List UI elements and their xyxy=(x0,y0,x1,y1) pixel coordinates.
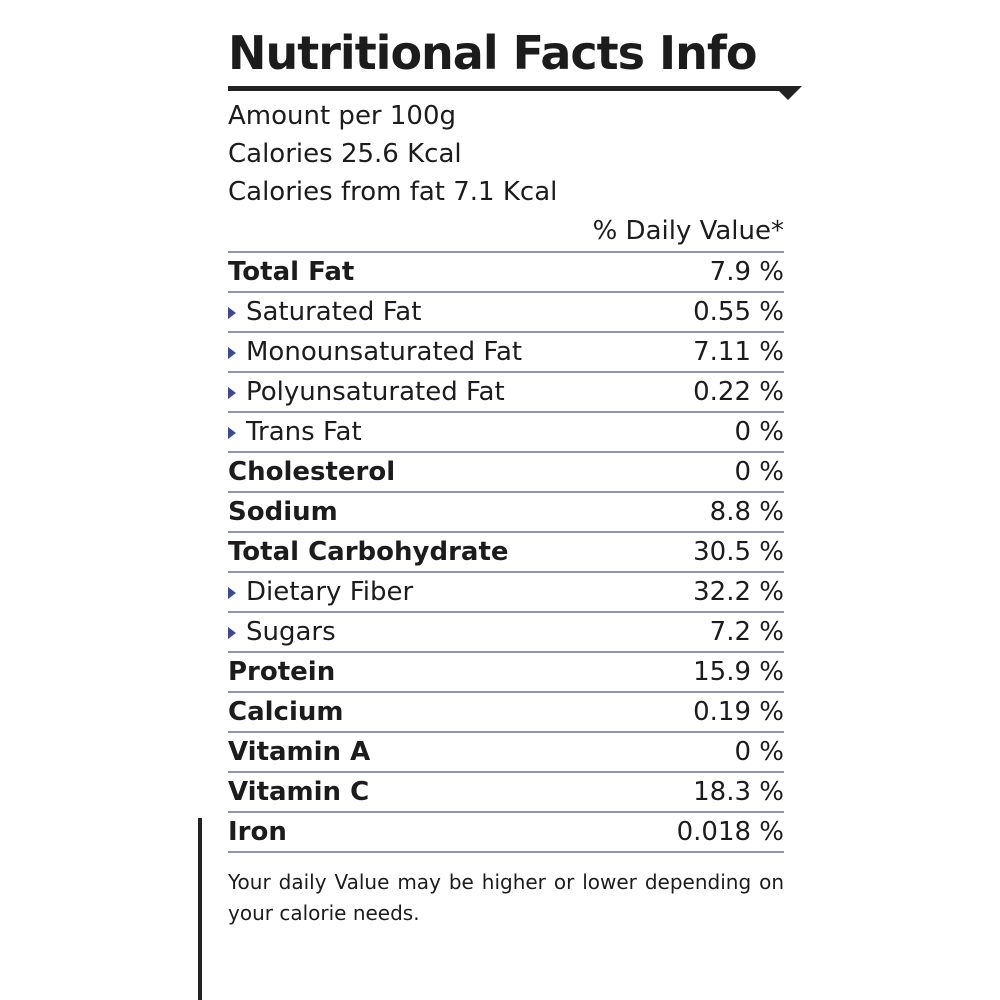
nutrient-name: Dietary Fiber xyxy=(228,573,413,611)
daily-value: 0.55 % xyxy=(693,297,784,327)
sub-row: Dietary Fiber 32.2 % xyxy=(228,573,784,613)
nutrition-label: Nutritional Facts Info Amount per 100g Ca… xyxy=(228,22,802,929)
nutrient-name: Calcium xyxy=(228,697,344,727)
sub-row: Polyunsaturated Fat 0.22 % xyxy=(228,373,784,413)
row: Vitamin A 0 % xyxy=(228,733,784,773)
nutrient-name: Total Carbohydrate xyxy=(228,537,509,567)
nutrient-name: Cholesterol xyxy=(228,457,396,487)
title-rule xyxy=(228,86,802,100)
daily-value: 15.9 % xyxy=(693,657,784,687)
daily-value: 7.11 % xyxy=(693,337,784,367)
sub-row: Trans Fat 0 % xyxy=(228,413,784,453)
daily-value: 0.19 % xyxy=(693,697,784,727)
sub-row: Saturated Fat 0.55 % xyxy=(228,293,784,333)
row: Calcium 0.19 % xyxy=(228,693,784,733)
daily-value: 0 % xyxy=(734,737,784,767)
column-header: % Daily Value* xyxy=(228,211,784,253)
daily-value: 7.2 % xyxy=(709,617,784,647)
row: Protein 15.9 % xyxy=(228,653,784,693)
row: Vitamin C 18.3 % xyxy=(228,773,784,813)
daily-value: 0.22 % xyxy=(693,377,784,407)
daily-value: 7.9 % xyxy=(709,257,784,287)
nutrient-name: Vitamin A xyxy=(228,737,371,767)
intro-line: Calories from fat 7.1 Kcal xyxy=(228,177,558,207)
daily-value: 18.3 % xyxy=(693,777,784,807)
sub-row: Sugars 7.2 % xyxy=(228,613,784,653)
nutrient-name: Protein xyxy=(228,657,336,687)
nutrient-name: Iron xyxy=(228,817,287,847)
footnote: Your daily Value may be higher or lower … xyxy=(228,870,784,925)
daily-value: 30.5 % xyxy=(693,537,784,567)
daily-value: 0 % xyxy=(734,457,784,487)
nutrient-name: Polyunsaturated Fat xyxy=(228,373,505,411)
daily-value: 32.2 % xyxy=(693,577,784,607)
row: Sodium 8.8 % xyxy=(228,493,784,533)
daily-value: 8.8 % xyxy=(709,497,784,527)
nutrient-name: Total Fat xyxy=(228,257,355,287)
nutrient-name: Sodium xyxy=(228,497,338,527)
intro-line: Calories 25.6 Kcal xyxy=(228,139,462,169)
intro-line: Amount per 100g xyxy=(228,101,457,131)
edge-bar xyxy=(198,818,202,1000)
row: Total Fat 7.9 % xyxy=(228,253,784,293)
intro: Amount per 100g Calories 25.6 Kcal Calorie… xyxy=(228,97,784,211)
nutrient-name: Trans Fat xyxy=(228,413,362,451)
row: Total Carbohydrate 30.5 % xyxy=(228,533,784,573)
daily-value: 0.018 % xyxy=(676,817,784,847)
nutrient-name: Saturated Fat xyxy=(228,293,421,331)
nutrient-name: Monounsaturated Fat xyxy=(228,333,522,371)
sub-row: Monounsaturated Fat 7.11 % xyxy=(228,333,784,373)
row: Iron 0.018 % xyxy=(228,813,784,853)
daily-value: 0 % xyxy=(734,417,784,447)
row: Cholesterol 0 % xyxy=(228,453,784,493)
nutrient-name: Sugars xyxy=(228,613,336,651)
nutrient-name: Vitamin C xyxy=(228,777,370,807)
title: Nutritional Facts Info xyxy=(228,26,758,80)
rows: Total Fat 7.9 % Saturated Fat 0.55 % Monouns… xyxy=(228,253,784,853)
